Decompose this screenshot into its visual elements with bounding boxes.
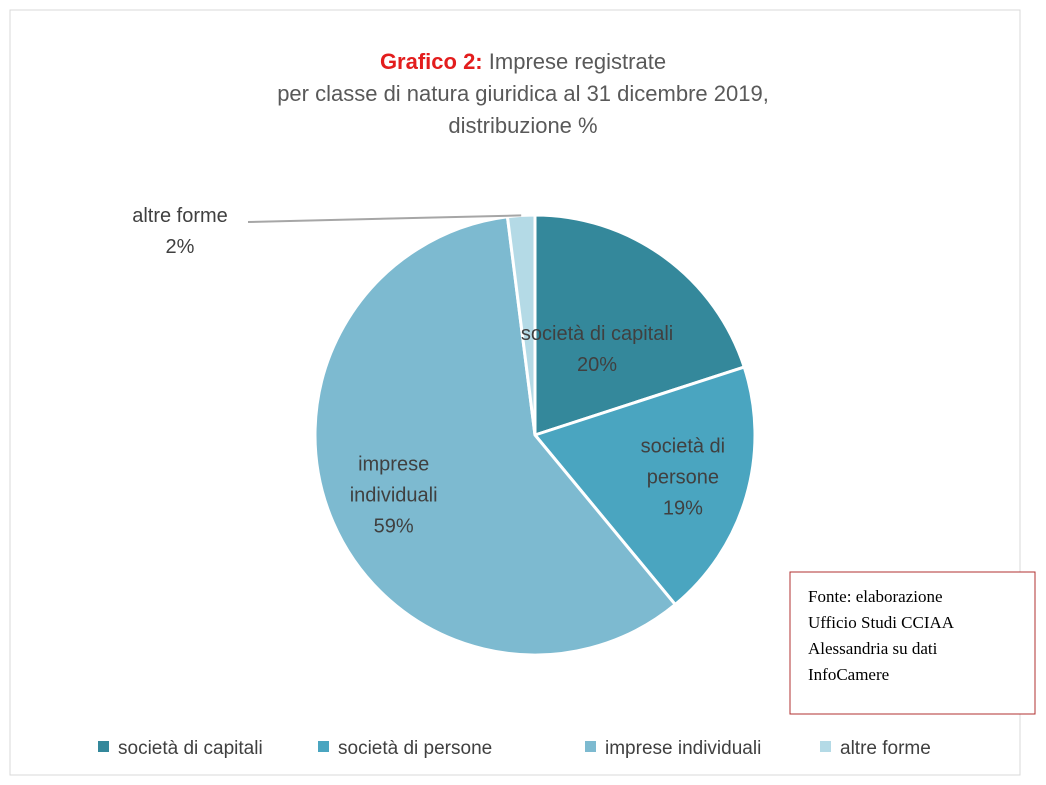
legend-label: società di persone: [338, 738, 493, 759]
slice-category: società di capitali: [520, 322, 674, 345]
slice-label: società di persone 19%: [618, 431, 748, 524]
slice-label: società di capitali 20%: [507, 319, 687, 381]
legend-swatch: [820, 741, 831, 752]
legend-label: altre forme: [840, 738, 931, 759]
slice-category: altre forme: [132, 205, 228, 227]
note-line: Fonte: elaborazione: [808, 587, 943, 606]
note-line: Alessandria su dati: [808, 639, 938, 658]
legend-label: società di capitali: [118, 738, 263, 759]
leader-line: [247, 214, 522, 223]
slice-label: imprese individuali 59%: [339, 450, 449, 543]
slice-category: società di persone: [640, 435, 726, 489]
source-box: [789, 571, 1036, 715]
chart-border: [9, 9, 1021, 776]
pie-slice: [313, 215, 678, 657]
legend-entry: imprese individuali: [585, 738, 761, 760]
legend-swatch: [585, 741, 596, 752]
pie-slice: [532, 365, 757, 607]
note-line: Ufficio Studi CCIAA: [808, 613, 955, 632]
slice-value: 20%: [577, 353, 618, 376]
title-line: distribuzione %: [448, 113, 598, 138]
slice-value: 2%: [165, 236, 195, 258]
pie-slice: [533, 213, 747, 438]
legend-entry: società di capitali: [98, 738, 263, 760]
legend-label: imprese individuali: [605, 738, 762, 759]
slice-value: 59%: [373, 515, 414, 538]
title: Grafico 2: Imprese registrate per classe…: [0, 46, 1046, 142]
title-line: Imprese registrate: [488, 49, 667, 74]
title-line: per classe di natura giuridica al 31 dic…: [277, 81, 769, 106]
legend-swatch: [318, 741, 329, 752]
note-line: InfoCamere: [808, 665, 890, 684]
slice-category: imprese individuali: [349, 453, 438, 507]
legend-entry: altre forme: [820, 738, 931, 760]
legend-swatch: [98, 741, 109, 752]
slice-value: 19%: [662, 497, 703, 520]
source-note: Fonte: elaborazione Ufficio Studi CCIAA …: [808, 584, 954, 688]
legend-entry: società di persone: [318, 738, 492, 760]
slice-label: altre forme 2%: [100, 201, 260, 263]
title-prefix: Grafico 2:: [379, 49, 483, 74]
